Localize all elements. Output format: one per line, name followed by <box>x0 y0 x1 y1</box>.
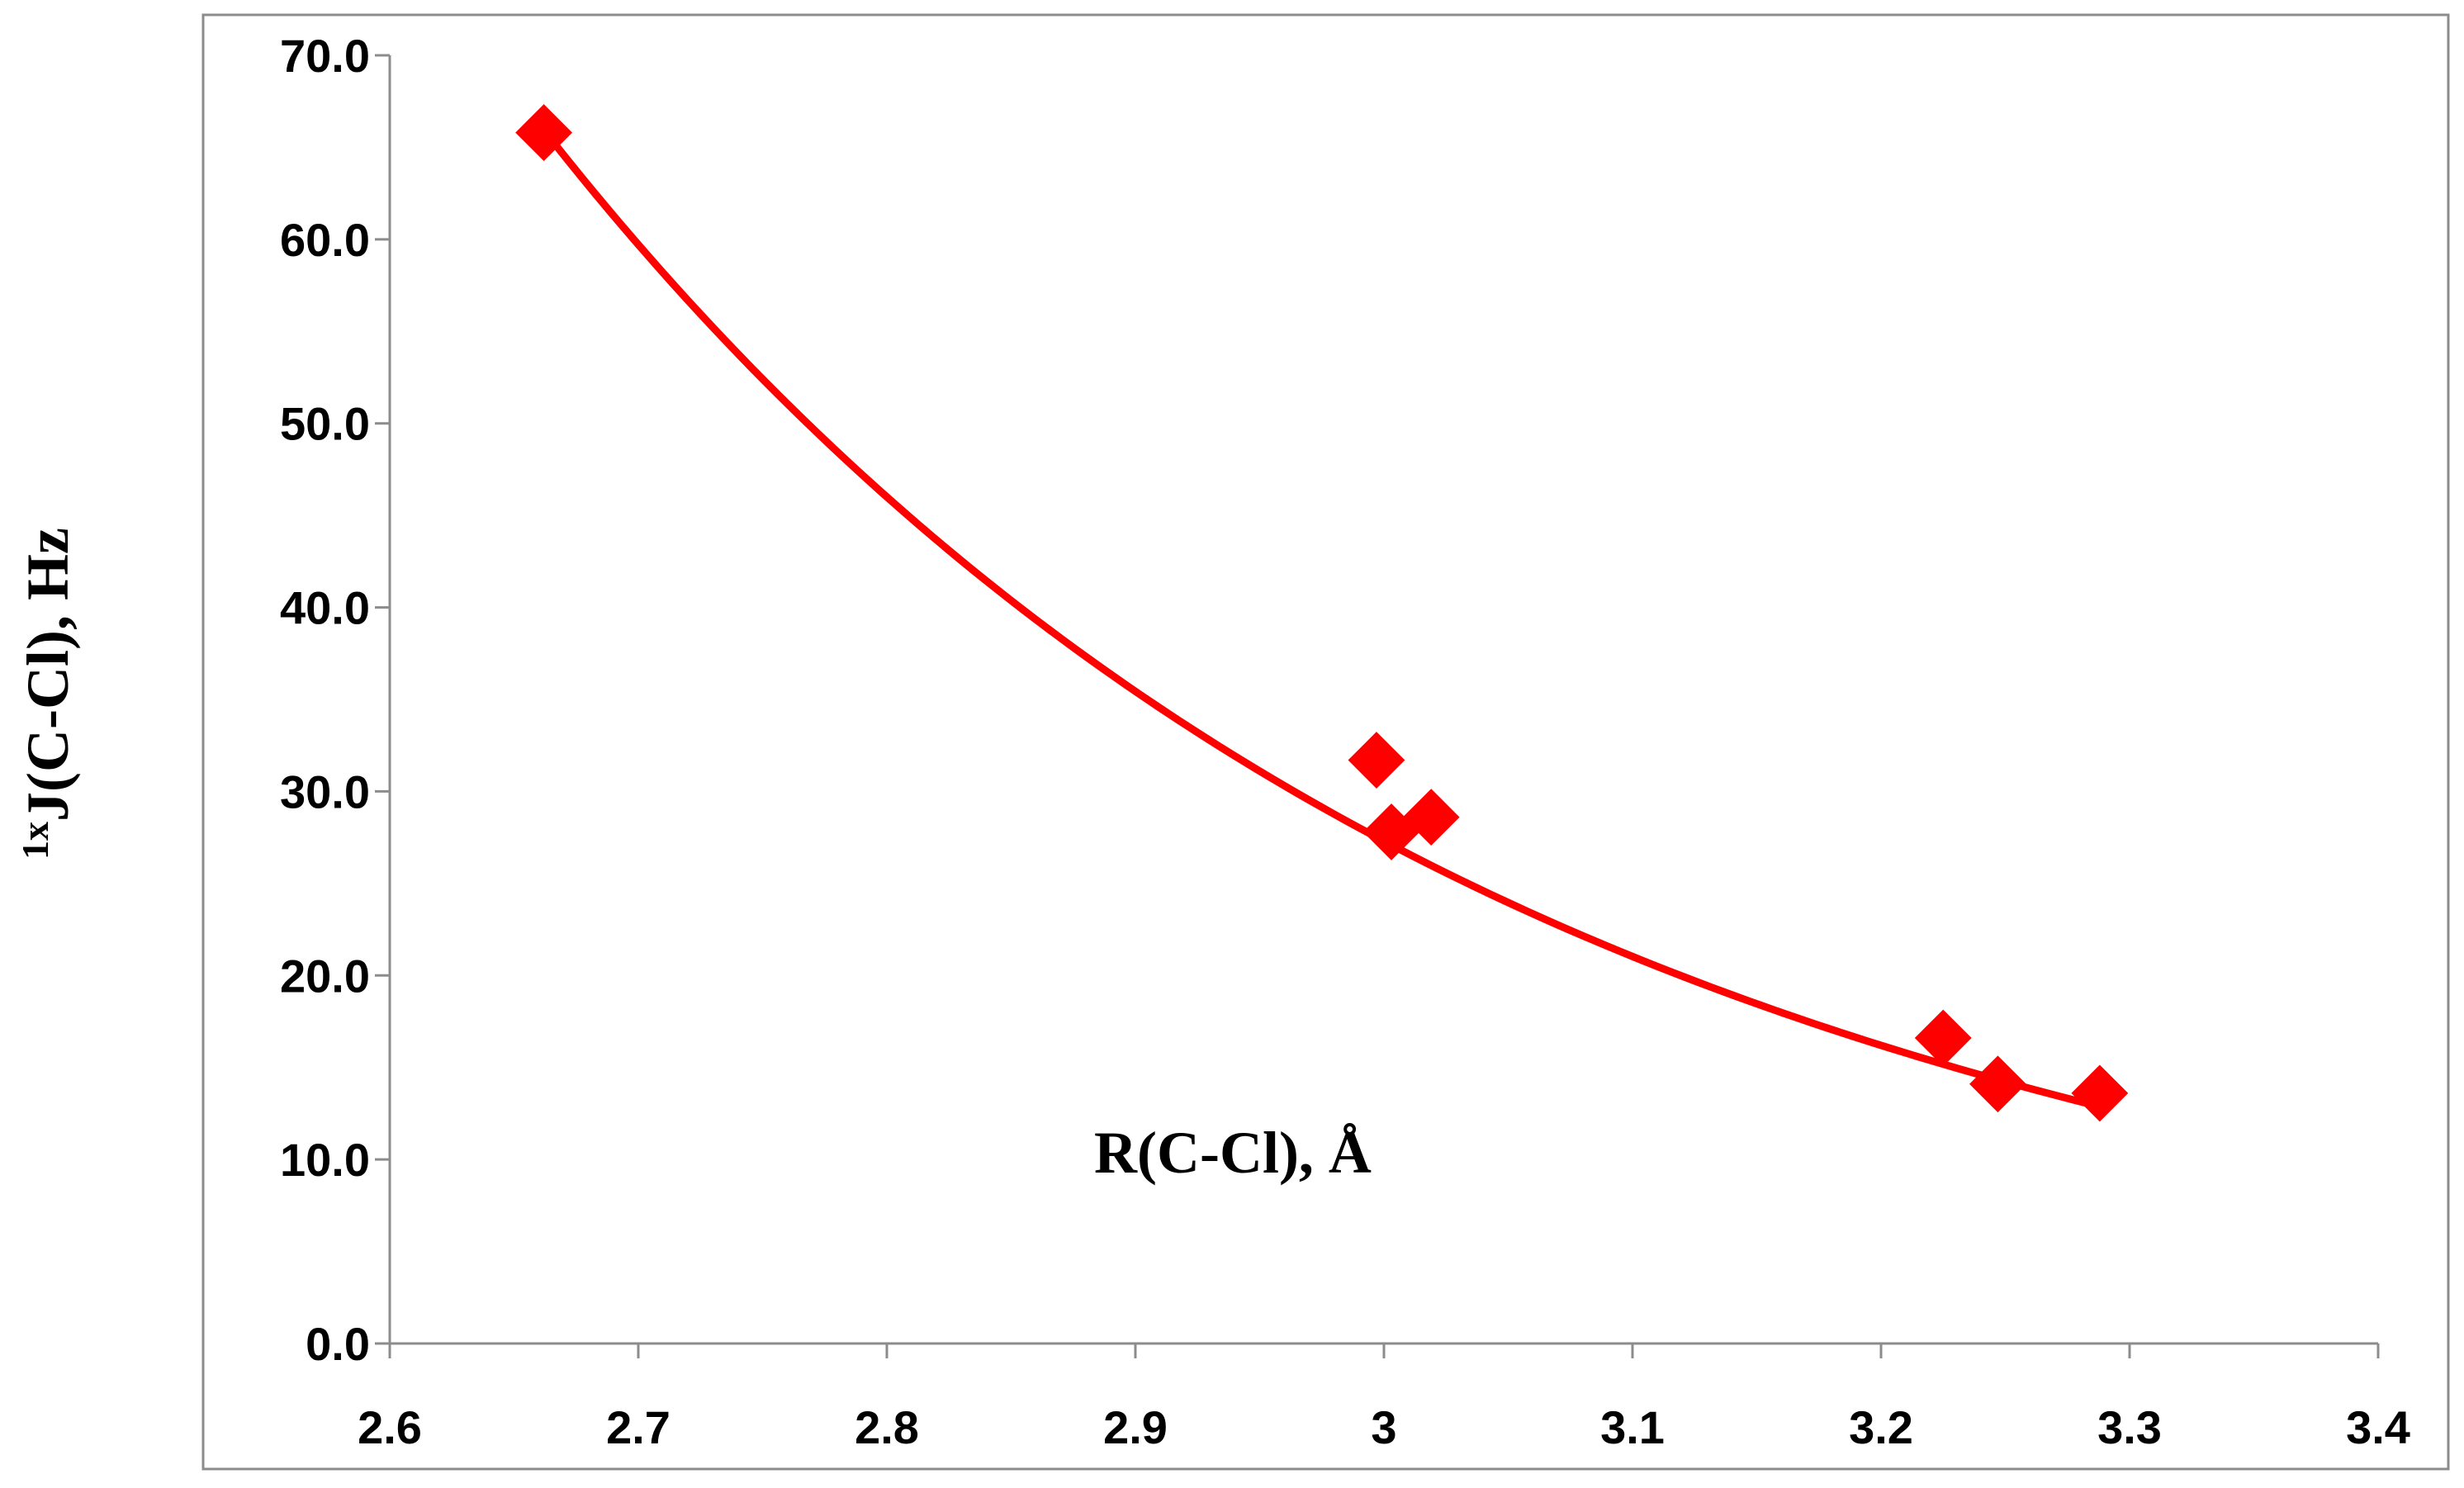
chart-border <box>201 13 2450 1471</box>
x-tick-label: 3.1 <box>1600 1401 1665 1453</box>
y-tick-label: 20.0 <box>280 950 370 1002</box>
data-point <box>1402 789 1460 846</box>
x-tick-label: 3.2 <box>1849 1401 1913 1453</box>
trendline-layer <box>540 126 2104 1111</box>
tick-labels: 0.0 10.0 20.0 30.0 40.0 50.0 60.0 70.0 2.6 2.7 2.8… <box>280 30 2410 1453</box>
x-tick-label: 2.6 <box>358 1401 422 1453</box>
y-tick-label: 0.0 <box>306 1318 370 1370</box>
y-axis-title-superscript: 1x <box>14 822 56 860</box>
x-tick-label: 3.3 <box>2097 1401 2162 1453</box>
data-point <box>515 104 573 162</box>
data-point <box>1969 1055 2026 1113</box>
x-tick-label: 3 <box>1371 1401 1396 1453</box>
data-point <box>2071 1064 2129 1122</box>
x-axis-title: R(C-Cl), Å <box>1094 1120 1372 1186</box>
y-tick-label: 70.0 <box>280 30 370 82</box>
y-tick-label: 50.0 <box>280 398 370 450</box>
trendline <box>540 126 2104 1111</box>
x-tick-label: 3.4 <box>2346 1401 2410 1453</box>
data-point <box>1914 1009 1972 1067</box>
data-point <box>1348 732 1405 789</box>
y-axis-title-main: J(C-Cl), Hz <box>15 528 81 822</box>
y-tick-label: 60.0 <box>280 214 370 266</box>
y-tick-label: 10.0 <box>280 1134 370 1186</box>
y-axis-title: 1xJ(C-Cl), Hz <box>14 528 81 860</box>
x-tick-label: 2.9 <box>1103 1401 1168 1453</box>
axes <box>375 54 2380 1358</box>
y-tick-label: 30.0 <box>280 765 370 817</box>
x-tick-label: 2.8 <box>855 1401 919 1453</box>
x-tick-label: 2.7 <box>606 1401 670 1453</box>
points-layer <box>515 104 2129 1122</box>
y-tick-label: 40.0 <box>280 582 370 634</box>
